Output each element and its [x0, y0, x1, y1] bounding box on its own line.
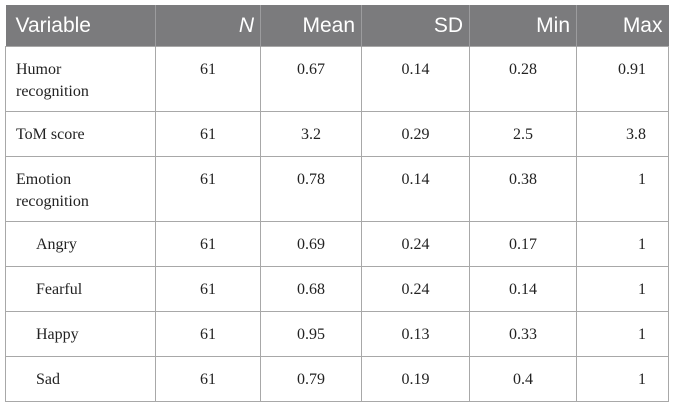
- cell-mean: 0.68: [260, 266, 362, 312]
- cell-n: 61: [155, 46, 261, 112]
- cell-min: 0.17: [469, 221, 577, 267]
- cell-variable: Sad: [5, 356, 156, 402]
- cell-min: 0.38: [469, 156, 577, 222]
- table-row: Sad 61 0.79 0.19 0.4 1: [5, 356, 669, 402]
- table-row: ToM score 61 3.2 0.29 2.5 3.8: [5, 111, 669, 157]
- header-mean: Mean: [260, 5, 362, 47]
- cell-min: 0.14: [469, 266, 577, 312]
- cell-max: 1: [576, 221, 669, 267]
- variable-line2: recognition: [16, 193, 89, 210]
- cell-mean: 0.79: [260, 356, 362, 402]
- cell-sd: 0.14: [361, 156, 470, 222]
- cell-n: 61: [155, 156, 261, 222]
- cell-n: 61: [155, 111, 261, 157]
- header-n: N: [155, 5, 261, 47]
- cell-n: 61: [155, 221, 261, 267]
- cell-mean: 3.2: [260, 111, 362, 157]
- cell-mean: 0.95: [260, 311, 362, 357]
- descriptive-statistics-table: Variable N Mean SD Min Max Humor recognit…: [5, 5, 669, 402]
- cell-variable: ToM score: [5, 111, 156, 157]
- header-sd: SD: [361, 5, 470, 47]
- table-row: Humor recognition 61 0.67 0.14 0.28 0.91: [5, 46, 669, 112]
- cell-n: 61: [155, 266, 261, 312]
- cell-sd: 0.13: [361, 311, 470, 357]
- header-variable: Variable: [5, 5, 156, 47]
- cell-max: 3.8: [576, 111, 669, 157]
- table-body: Humor recognition 61 0.67 0.14 0.28 0.91 …: [5, 46, 669, 402]
- header-row: Variable N Mean SD Min Max: [5, 5, 669, 47]
- cell-variable: Happy: [5, 311, 156, 357]
- cell-sd: 0.29: [361, 111, 470, 157]
- table-header: Variable N Mean SD Min Max: [5, 5, 669, 47]
- cell-sd: 0.14: [361, 46, 470, 112]
- cell-n: 61: [155, 356, 261, 402]
- cell-sd: 0.24: [361, 266, 470, 312]
- cell-max: 0.91: [576, 46, 669, 112]
- table-row: Fearful 61 0.68 0.24 0.14 1: [5, 266, 669, 312]
- variable-line2: recognition: [16, 83, 89, 100]
- cell-variable: Humor recognition: [5, 46, 156, 112]
- cell-max: 1: [576, 156, 669, 222]
- cell-min: 2.5: [469, 111, 577, 157]
- cell-variable: Emotion recognition: [5, 156, 156, 222]
- header-max: Max: [576, 5, 669, 47]
- cell-sd: 0.19: [361, 356, 470, 402]
- cell-max: 1: [576, 266, 669, 312]
- cell-mean: 0.78: [260, 156, 362, 222]
- cell-max: 1: [576, 311, 669, 357]
- cell-sd: 0.24: [361, 221, 470, 267]
- cell-variable: Angry: [5, 221, 156, 267]
- table-row: Angry 61 0.69 0.24 0.17 1: [5, 221, 669, 267]
- header-min: Min: [469, 5, 577, 47]
- cell-min: 0.28: [469, 46, 577, 112]
- cell-variable: Fearful: [5, 266, 156, 312]
- variable-line1: Emotion: [16, 171, 72, 188]
- cell-min: 0.4: [469, 356, 577, 402]
- table-row: Happy 61 0.95 0.13 0.33 1: [5, 311, 669, 357]
- cell-min: 0.33: [469, 311, 577, 357]
- table-row: Emotion recognition 61 0.78 0.14 0.38 1: [5, 156, 669, 222]
- cell-max: 1: [576, 356, 669, 402]
- cell-mean: 0.69: [260, 221, 362, 267]
- cell-n: 61: [155, 311, 261, 357]
- variable-line1: Humor: [16, 61, 62, 78]
- cell-mean: 0.67: [260, 46, 362, 112]
